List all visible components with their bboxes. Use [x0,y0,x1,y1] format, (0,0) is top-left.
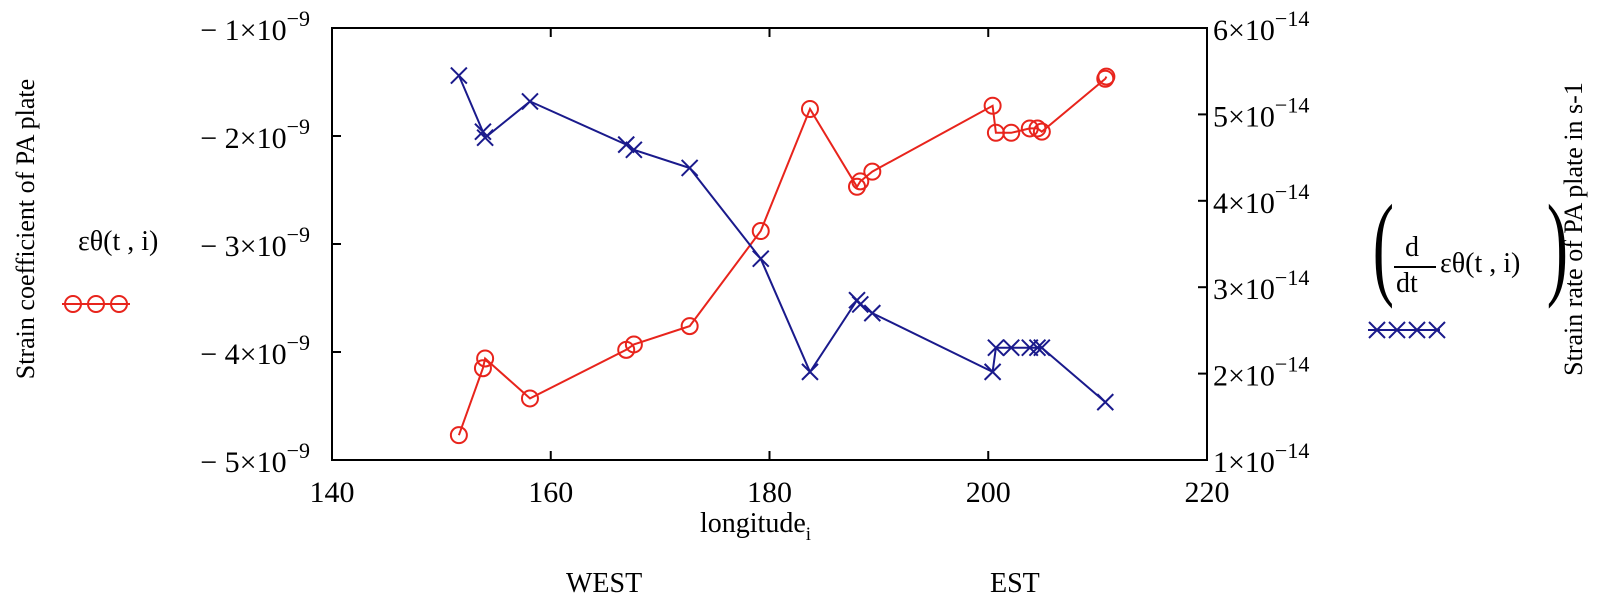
data-point-x [851,295,869,314]
legend-right-paren-open: ( [1372,182,1394,310]
data-point-circle [983,96,1002,115]
legend-right-paren-close: ) [1546,182,1568,310]
data-point-circle [1002,123,1021,142]
data-point-x [617,135,635,154]
data-point-x [1002,338,1020,357]
annotation-west: WEST [566,568,643,599]
data-point-x [625,141,643,159]
x-axis-label-subscript: i [805,524,812,545]
legend-right-marker [1368,321,1446,339]
data-point-x [752,249,770,268]
annotation-est: EST [990,568,1040,599]
data-point-x [983,363,1002,381]
data-point-x [450,66,468,85]
x-axis-tick-labels: 140 160 180 200 220 [310,476,1230,509]
x-tick-label: 200 [966,476,1011,509]
data-point-circle [449,426,468,445]
data-point-x [474,122,492,141]
x-tick-label: 140 [310,476,355,509]
legend-right-expression: εθ(t , i) [1440,248,1521,279]
data-point-x [863,304,882,322]
legend-left-marker [62,295,130,313]
data-point-circle [851,172,870,191]
x-tick-label: 160 [528,476,573,509]
data-point-x [680,159,699,177]
data-point-x [1096,393,1114,411]
y-left-tick-label: − 3×10−9 [200,222,310,263]
series-layer [449,66,1116,445]
data-point-circle [520,389,539,408]
series-line-1 [457,76,1108,436]
data-point-x [1028,338,1047,357]
data-point-circle [1097,67,1116,86]
y-right-tick-label: 1×10−14 [1213,438,1309,479]
data-point-x [987,338,1005,357]
left-axis-tick-labels: − 1×10−9 − 2×10−9 − 3×10−9 − 4×10−9 − 5×10−9 [200,6,310,479]
data-point-circle [800,100,819,118]
y-left-tick-label: − 4×10−9 [200,330,310,371]
y-right-tick-label: 2×10−14 [1213,352,1309,393]
legend-right-dt: dt [1396,268,1418,299]
data-point-circle [1028,119,1047,138]
x-axis-label: longitudei [700,508,812,545]
y-left-tick-label: − 1×10−9 [200,6,310,47]
legend-left-expression: εθ(t , i) [78,226,159,257]
y-right-tick-label: 3×10−14 [1213,265,1309,306]
data-point-circle [473,359,492,378]
axis-ticks [331,27,1208,461]
data-point-circle [476,349,495,368]
right-axis-tick-labels: 6×10−14 5×10−14 4×10−14 3×10−14 2×10−14 1×10−… [1213,6,1309,479]
data-point-x [1033,338,1051,357]
y-right-tick-label: 4×10−14 [1213,179,1309,220]
x-tick-label: 180 [747,476,792,509]
y-left-tick-label: − 5×10−9 [200,438,310,479]
y-left-tick-label: − 2×10−9 [200,114,310,155]
data-point-circle [863,162,882,181]
data-point-x [801,363,819,381]
data-point-circle [1032,122,1051,141]
data-point-circle [624,335,643,354]
legend-right-d: d [1405,232,1419,263]
data-point-x [476,129,494,147]
data-point-circle [680,317,699,336]
data-point-x [521,92,539,111]
data-point-circle [1020,119,1039,138]
y-left-axis-label: Strain coefficient of PA plate [11,78,40,380]
y-right-tick-label: 6×10−14 [1213,6,1309,47]
plot-area-frame [331,27,1208,461]
y-right-tick-label: 5×10−14 [1213,92,1309,133]
x-tick-label: 220 [1185,476,1230,509]
data-point-circle [751,222,770,241]
